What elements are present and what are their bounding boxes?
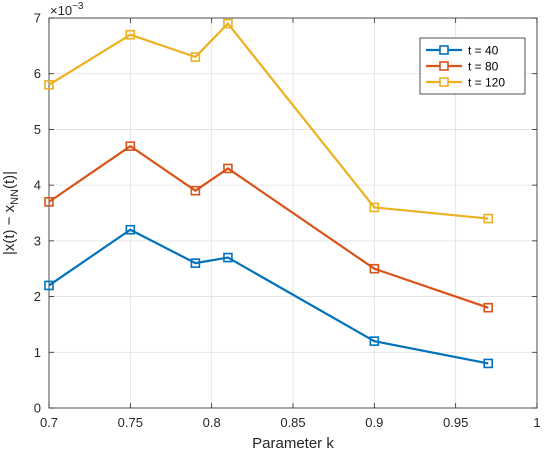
data-point-marker: [223, 163, 233, 174]
legend-marker: [439, 77, 449, 87]
x-tick-label: 0.7: [40, 415, 58, 430]
x-tick-label: 0.8: [203, 415, 221, 430]
data-point-marker: [483, 358, 494, 369]
legend-marker: [439, 45, 449, 55]
data-point-marker: [44, 280, 54, 291]
data-point-marker: [190, 185, 201, 196]
data-series: [44, 18, 494, 369]
data-point-marker: [44, 197, 54, 207]
data-point-marker: [190, 52, 201, 62]
data-point-marker: [125, 224, 136, 235]
y-label-part-1: |x(t) − x: [1, 204, 18, 255]
y-multiplier-base: ×10: [50, 3, 72, 18]
x-axis-label: Parameter k: [252, 435, 334, 452]
y-axis-label: |x(t) − xNN(t)|: [1, 171, 21, 255]
legend-label: t = 80: [468, 60, 499, 74]
y-tick-label: 4: [34, 178, 41, 193]
series-group: [44, 141, 494, 313]
series-group: [44, 18, 494, 224]
y-tick-label: 1: [34, 345, 41, 360]
x-tick-label: 0.85: [280, 415, 305, 430]
data-point-marker: [125, 141, 136, 151]
data-point-marker: [483, 302, 494, 313]
x-tick-label: 0.9: [365, 415, 383, 430]
legend-label: t = 40: [468, 44, 499, 58]
y-tick-label: 2: [34, 289, 41, 304]
axis-ticks: 0.7 0.75 0.8 0.85 0.9 0.95 1 0 1 2 3 4 5 6 7: [34, 11, 541, 431]
x-tick-label: 1: [533, 415, 540, 430]
data-point-marker: [369, 202, 380, 213]
legend-label: t = 120: [468, 76, 505, 90]
legend-entry: t = 80: [426, 60, 499, 74]
data-point-marker: [369, 336, 380, 346]
data-point-marker: [190, 258, 201, 268]
legend-marker: [439, 61, 449, 71]
data-point-marker: [369, 263, 380, 274]
y-multiplier-exponent: −3: [72, 1, 84, 12]
data-point-marker: [44, 80, 54, 90]
series-line: [48, 228, 489, 365]
legend-entry: t = 40: [426, 44, 499, 58]
data-point-marker: [223, 18, 233, 29]
data-point-marker: [223, 252, 233, 263]
y-axis-multiplier: ×10−3: [50, 1, 84, 18]
y-label-subscript: NN: [9, 189, 21, 205]
y-tick-label: 0: [34, 401, 41, 416]
legend-entry: t = 120: [426, 76, 505, 90]
data-point-marker: [125, 29, 136, 40]
series-group: [44, 224, 494, 369]
y-tick-label: 7: [34, 11, 41, 26]
y-tick-label: 5: [34, 122, 41, 137]
x-tick-label: 0.95: [443, 415, 468, 430]
data-point-marker: [483, 213, 494, 224]
y-tick-label: 3: [34, 233, 41, 248]
y-label-part-3: (t)|: [1, 171, 18, 189]
x-tick-label: 0.75: [118, 415, 143, 430]
y-tick-label: 6: [34, 66, 41, 81]
series-line: [48, 145, 489, 309]
legend: t = 40 t = 80 t = 120: [419, 37, 526, 95]
series-line: [48, 22, 489, 220]
